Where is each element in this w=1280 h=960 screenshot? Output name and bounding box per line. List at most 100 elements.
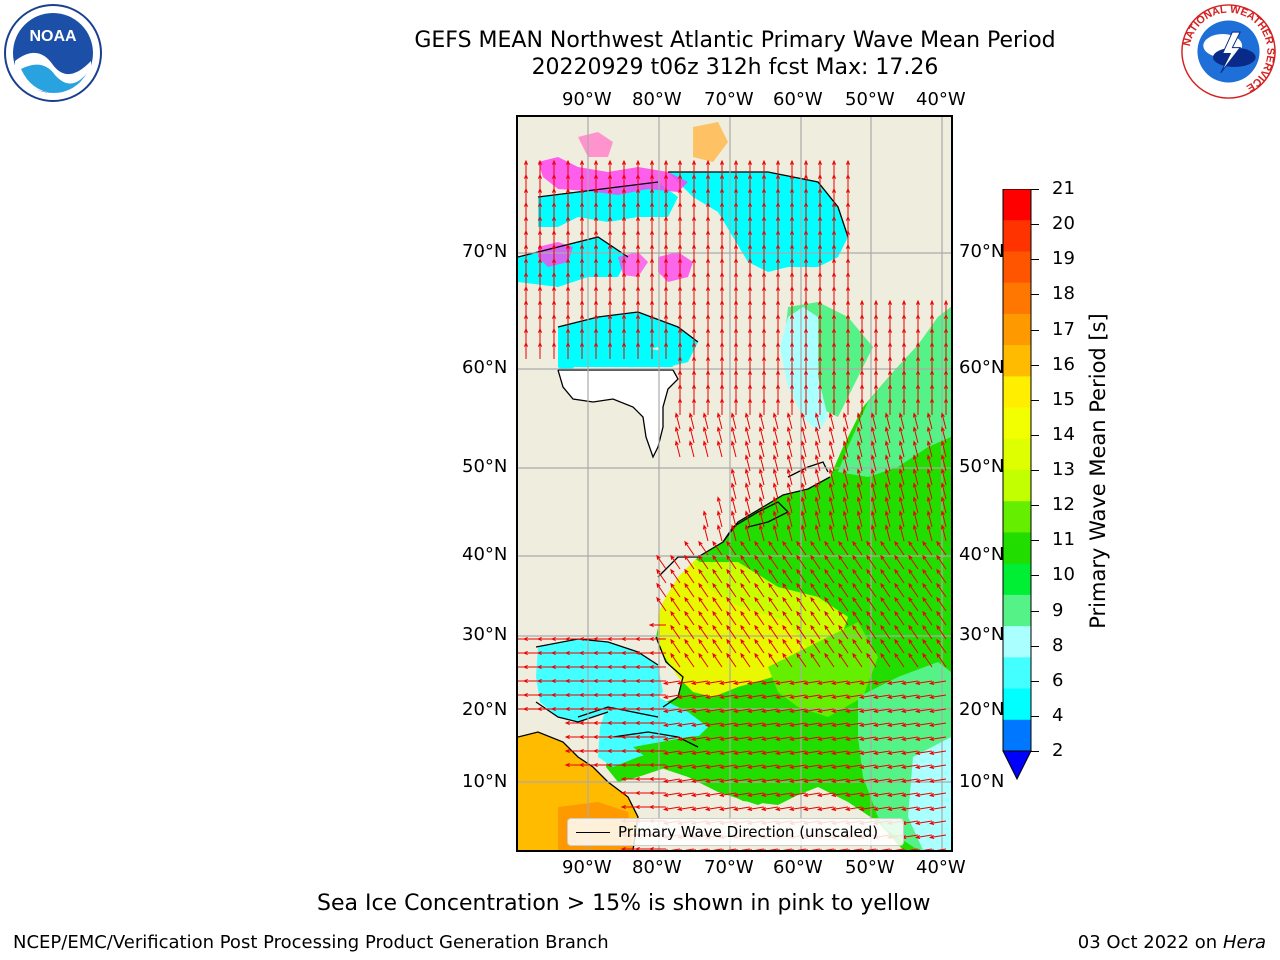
colorbar-tick-label: 14 — [1052, 423, 1075, 445]
wave-arrow — [760, 806, 779, 811]
colorbar-segment — [1003, 282, 1031, 315]
wave-arrow — [796, 638, 807, 654]
wave-arrow — [758, 482, 765, 500]
sea-ice — [693, 122, 728, 162]
wave-arrow — [852, 568, 863, 584]
wave-arrow — [842, 524, 849, 542]
wave-arrow — [926, 482, 933, 500]
wave-arrow — [662, 708, 681, 713]
wave-arrow — [880, 568, 891, 584]
colorbar-segment — [1003, 470, 1031, 502]
wave-arrow — [712, 610, 723, 626]
wave-arrow — [782, 568, 793, 584]
wave-arrow — [922, 582, 933, 598]
wave-arrow — [875, 848, 891, 850]
wave-arrow — [788, 792, 807, 797]
wave-arrow — [704, 736, 723, 741]
wave-arrow — [718, 736, 737, 741]
wave-arrow — [931, 848, 947, 850]
wave-arrow — [847, 848, 863, 850]
wave-arrow — [817, 397, 823, 415]
wave-arrow — [744, 482, 751, 500]
wave-arrow — [648, 664, 666, 670]
wave-arrow — [838, 624, 849, 640]
wave-arrow — [705, 397, 711, 415]
colorbar-tick-mark — [1031, 364, 1039, 366]
wave-arrow — [704, 764, 723, 769]
wave-arrow — [872, 694, 891, 699]
wave-arrow — [744, 454, 751, 472]
wave-arrow — [928, 764, 947, 769]
wave-arrow — [788, 750, 807, 755]
wave-arrow — [774, 694, 793, 699]
wave-arrow — [828, 524, 835, 542]
wave-arrow — [648, 804, 666, 810]
wave-arrow — [730, 482, 737, 500]
wave-arrow — [894, 582, 905, 598]
wave-arrow — [908, 582, 919, 598]
wave-arrow — [740, 596, 751, 612]
wave-arrow — [856, 482, 863, 500]
wave-arrow — [900, 806, 919, 811]
wave-arrow — [796, 652, 807, 668]
wave-arrow — [537, 341, 543, 359]
wave-arrow — [800, 510, 807, 528]
legend-line-swatch — [576, 832, 610, 833]
wave-arrow — [684, 568, 695, 584]
wave-arrow — [648, 790, 666, 796]
wave-arrow — [852, 596, 863, 612]
wave-arrow — [830, 722, 849, 727]
wave-arrow — [648, 734, 666, 740]
wave-arrow — [732, 764, 751, 769]
wave-arrow — [690, 792, 709, 797]
wave-arrow — [880, 638, 891, 654]
colorbar-tick-mark — [1031, 505, 1039, 507]
wave-arrow — [872, 806, 891, 811]
wave-arrow — [814, 426, 821, 444]
wave-arrow — [819, 848, 835, 850]
lon-tick-top: 80°W — [632, 89, 682, 110]
wave-arrow — [908, 652, 919, 668]
wave-arrow — [786, 496, 793, 514]
wave-arrow — [898, 468, 905, 486]
wave-arrow — [648, 748, 666, 754]
wave-arrow — [880, 596, 891, 612]
wave-arrow — [908, 540, 919, 556]
wave-arrow — [768, 652, 779, 668]
wave-arrow — [802, 680, 821, 685]
wave-arrow — [824, 582, 835, 598]
wave-arrow — [814, 524, 821, 542]
wave-arrow — [676, 750, 695, 755]
wave-arrow — [684, 610, 695, 626]
wave-arrow — [859, 397, 865, 415]
wave-arrow — [838, 596, 849, 612]
wave-arrow — [662, 694, 681, 699]
wave-arrow — [782, 624, 793, 640]
colorbar-segment — [1003, 438, 1031, 471]
wave-arrow — [912, 454, 919, 472]
wave-arrow — [684, 582, 695, 598]
wave-arrow — [912, 440, 919, 458]
wave-arrow — [732, 680, 751, 685]
wave-arrow — [870, 440, 877, 458]
wave-arrow — [786, 510, 793, 528]
wave-arrow — [940, 440, 947, 458]
wave-arrow — [926, 510, 933, 528]
wave-arrow — [746, 806, 765, 811]
wave-arrow — [917, 848, 933, 850]
colorbar-label: Primary Wave Mean Period [s] — [1086, 313, 1110, 629]
wave-arrow — [732, 736, 751, 741]
wave-arrow — [814, 440, 821, 458]
wave-arrow — [774, 792, 793, 797]
colorbar-tick-label: 17 — [1052, 318, 1075, 340]
wave-arrow — [816, 680, 835, 685]
wave-arrow — [744, 510, 751, 528]
wave-arrow — [726, 540, 737, 556]
wave-arrow — [744, 426, 751, 444]
wave-arrow — [912, 524, 919, 542]
wave-arrow — [936, 638, 947, 654]
wave-arrow — [830, 680, 849, 685]
wave-arrow — [726, 568, 737, 584]
wave-arrow — [900, 750, 919, 755]
wave-arrow — [718, 792, 737, 797]
